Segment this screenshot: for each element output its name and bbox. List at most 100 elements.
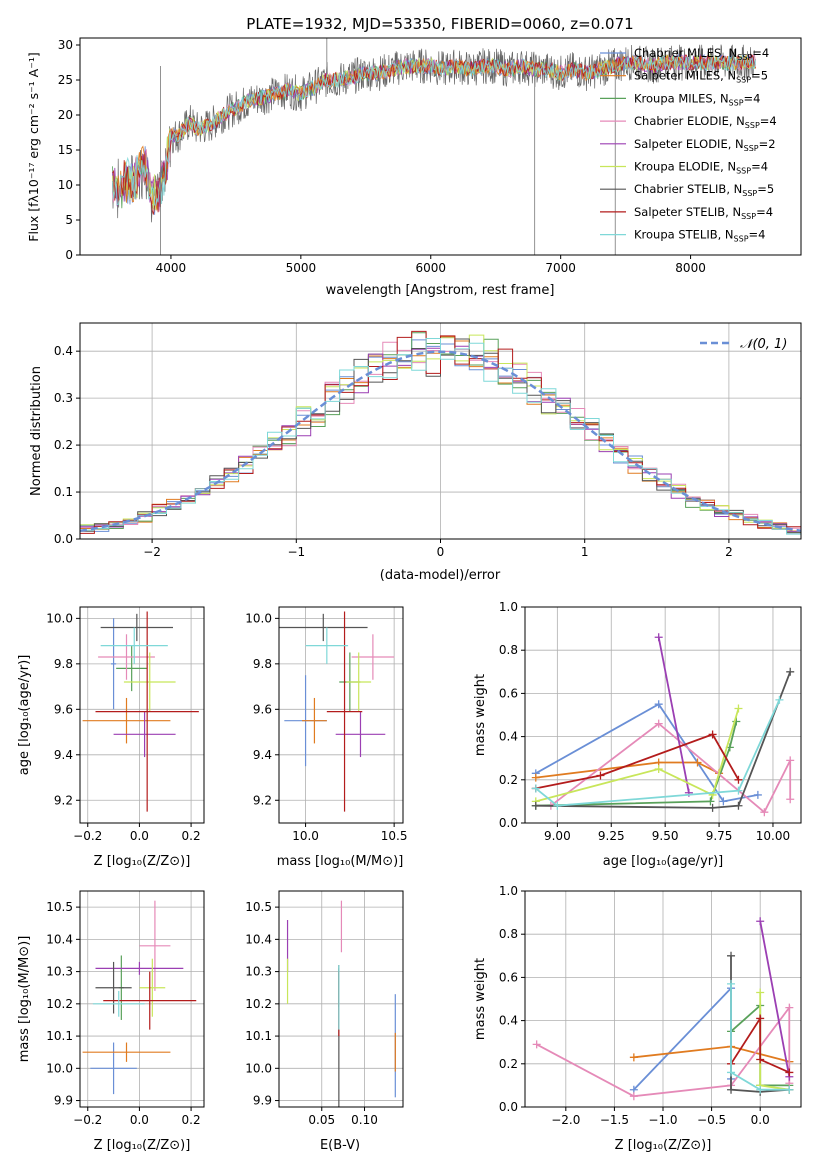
weight-marker — [734, 775, 743, 784]
y-tick-label: 1.0 — [499, 600, 518, 614]
axes-frame — [79, 606, 205, 824]
y-tick-label: 0.6 — [499, 970, 518, 984]
legend-entry: Kroupa ELODIE, NSSP=4 — [634, 160, 768, 176]
mass-vs-EBV-panel: E(B-V) 0.05 0.10 9.9 10.0 10.1 10.2 10.3 10.4 10… — [245, 890, 404, 1153]
residuals-ylabel: Normed distribution — [29, 366, 44, 496]
y-tick-label: 30 — [58, 38, 73, 52]
weight-marker — [786, 795, 795, 804]
x-tick-label: −0.2 — [73, 829, 102, 843]
spectrum-title: PLATE=1932, MJD=53350, FIBERID=0060, z=0… — [246, 15, 633, 33]
legend-entry: Chabrier STELIB, NSSP=5 — [634, 182, 774, 198]
y-tick-label: 10.5 — [245, 900, 272, 914]
x-tick-label: −1.0 — [648, 1113, 677, 1127]
age-mass-xlabel: mass [log₁₀(M/M⊙)] — [277, 854, 404, 869]
x-tick-label: 0.0 — [130, 829, 149, 843]
y-tick-label: 5 — [65, 213, 73, 227]
age-vs-Z-panel: age [log₁₀(age/yr)] Z [log₁₀(Z/Z⊙)] −0.2… — [17, 606, 205, 869]
weight-marker — [708, 730, 717, 739]
normal-pdf-curve — [79, 350, 802, 533]
residual-histogram — [80, 338, 801, 535]
y-tick-label: 9.8 — [54, 657, 73, 671]
x-tick-label: −1.5 — [600, 1113, 629, 1127]
y-tick-label: 0.2 — [499, 773, 518, 787]
x-tick-label: 0.0 — [751, 1113, 770, 1127]
y-tick-label: 9.6 — [253, 702, 272, 716]
weight-marker — [531, 773, 540, 782]
weight-marker — [727, 1085, 736, 1094]
y-tick-label: 0.8 — [499, 927, 518, 941]
legend-entry: Chabrier ELODIE, NSSP=4 — [634, 114, 777, 130]
x-tick-label: 4000 — [156, 261, 187, 275]
weight-marker — [734, 704, 743, 713]
residuals-xlabel: (data-model)/error — [380, 568, 501, 583]
legend-entry: Kroupa MILES, NSSP=4 — [634, 91, 760, 107]
y-tick-label: 9.9 — [253, 1094, 272, 1108]
y-tick-label: 10.0 — [46, 611, 73, 625]
weight-marker — [629, 1092, 638, 1101]
x-tick-label: −0.2 — [73, 1113, 102, 1127]
weight-Z-ylabel: mass weight — [473, 958, 488, 1040]
y-tick-label: 10.4 — [46, 932, 73, 946]
legend-entry: Chabrier MILES, NSSP=4 — [634, 46, 769, 62]
y-tick-label: 0.1 — [54, 485, 73, 499]
y-tick-label: 10.0 — [245, 611, 272, 625]
age-vs-mass-panel: mass [log₁₀(M/M⊙)] 10.0 10.5 9.2 9.4 9.6 9.8 1… — [245, 606, 408, 869]
weight-marker — [786, 667, 795, 676]
spectrum-series-line — [112, 54, 756, 207]
weight-marker — [760, 808, 769, 817]
y-tick-label: 10.1 — [245, 1029, 272, 1043]
weight-marker — [727, 951, 736, 960]
weight-series-line — [730, 1015, 790, 1074]
x-tick-label: 9.00 — [544, 829, 571, 843]
y-tick-label: 9.9 — [54, 1094, 73, 1108]
y-tick-label: 9.4 — [253, 748, 272, 762]
weight-marker — [756, 1014, 765, 1023]
weight-marker — [654, 719, 663, 728]
y-tick-label: 9.2 — [54, 793, 73, 807]
weight-marker — [756, 1085, 765, 1094]
mass-EBV-xlabel: E(B-V) — [320, 1138, 360, 1153]
weight-marker — [734, 801, 743, 810]
y-tick-label: 10.0 — [46, 1061, 73, 1075]
legend-entry: Salpeter STELIB, NSSP=4 — [634, 205, 773, 221]
weight-marker — [553, 801, 562, 810]
weight-series-line — [535, 671, 792, 809]
weight-marker — [785, 1003, 794, 1012]
x-tick-label: 10.0 — [292, 829, 319, 843]
weight-marker — [654, 700, 663, 709]
y-tick-label: 0.2 — [499, 1057, 518, 1071]
spectrum-legend: Chabrier MILES, NSSP=4 Salpeter MILES, NS… — [600, 46, 777, 244]
weight-marker — [775, 695, 784, 704]
spectrum-ylabel: Flux [fλ10⁻¹⁷ erg cm⁻² s⁻¹ A⁻¹] — [26, 52, 41, 241]
weight-age-ylabel: mass weight — [473, 674, 488, 756]
y-tick-label: 10.1 — [46, 1029, 73, 1043]
x-tick-label: 2 — [725, 545, 733, 559]
axes-frame — [278, 890, 404, 1108]
x-tick-label: 9.25 — [598, 829, 625, 843]
weight-series-line — [535, 733, 740, 790]
x-tick-label: −2.0 — [551, 1113, 580, 1127]
weight-marker — [756, 988, 765, 997]
weight-marker — [531, 784, 540, 793]
weight-marker — [786, 756, 795, 765]
y-tick-label: 9.2 — [253, 793, 272, 807]
y-tick-label: 0.0 — [499, 1100, 518, 1114]
mass-Z-xlabel: Z [log₁₀(Z/Z⊙)] — [94, 1138, 191, 1153]
y-tick-label: 10.5 — [46, 900, 73, 914]
y-tick-label: 9.6 — [54, 702, 73, 716]
y-tick-label: 0.4 — [499, 730, 518, 744]
axes-frame — [79, 890, 205, 1108]
mass-Z-ylabel: mass [log₁₀(M/M⊙)] — [17, 936, 32, 1063]
x-tick-label: 9.50 — [652, 829, 679, 843]
weight-marker — [596, 771, 605, 780]
weight-series-line — [759, 921, 791, 1077]
weight-Z-xlabel: Z [log₁₀(Z/Z⊙)] — [615, 1138, 712, 1153]
age-Z-ylabel: age [log₁₀(age/yr)] — [17, 655, 32, 776]
y-tick-label: 25 — [58, 73, 73, 87]
x-tick-label: 9.75 — [706, 829, 733, 843]
weight-marker — [654, 765, 663, 773]
y-tick-label: 1.0 — [499, 884, 518, 898]
legend-entry: Salpeter ELODIE, NSSP=2 — [634, 137, 776, 153]
x-tick-label: 0.05 — [308, 1113, 335, 1127]
